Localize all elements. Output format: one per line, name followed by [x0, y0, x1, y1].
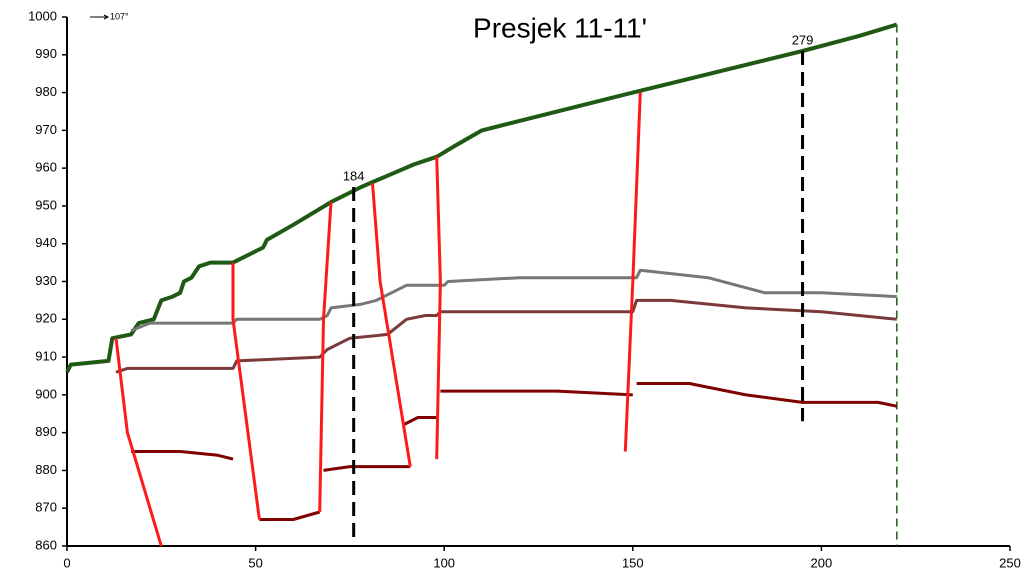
x-tick-label: 200	[811, 555, 833, 570]
y-tick-label: 990	[35, 46, 57, 61]
y-tick-label: 860	[35, 537, 57, 552]
y-tick-label: 910	[35, 349, 57, 364]
north-label: 107°	[110, 11, 129, 21]
profile-line	[323, 465, 411, 472]
y-tick-label: 1000	[28, 8, 57, 23]
y-tick-label: 970	[35, 122, 57, 137]
borehole-label: 279	[792, 32, 814, 47]
north-arrow-head	[103, 14, 110, 20]
y-tick-label: 930	[35, 273, 57, 288]
x-tick-label: 100	[433, 555, 455, 570]
profile-line	[115, 298, 897, 374]
profile-line	[114, 338, 163, 547]
x-tick-label: 150	[622, 555, 644, 570]
profile-line	[131, 450, 234, 461]
y-tick-label: 880	[35, 462, 57, 477]
profile-line	[440, 389, 633, 397]
profile-line	[231, 262, 261, 520]
profile-line	[259, 510, 321, 521]
profile-line	[65, 22, 898, 374]
profile-line	[130, 268, 897, 332]
profile-line	[402, 416, 437, 427]
y-tick-label: 870	[35, 500, 57, 515]
chart-title: Presjek 11-11'	[473, 12, 647, 43]
y-tick-label: 940	[35, 235, 57, 250]
profile-line	[636, 382, 898, 408]
x-tick-label: 0	[63, 555, 70, 570]
y-tick-label: 950	[35, 197, 57, 212]
profile-line	[371, 183, 412, 467]
y-tick-label: 890	[35, 424, 57, 439]
y-tick-label: 920	[35, 311, 57, 326]
x-tick-label: 50	[248, 555, 262, 570]
y-tick-label: 900	[35, 386, 57, 401]
profile-line	[623, 92, 642, 452]
y-tick-label: 980	[35, 84, 57, 99]
y-tick-label: 960	[35, 160, 57, 175]
x-tick-label: 250	[999, 555, 1021, 570]
profile-line	[435, 156, 442, 460]
borehole-label: 184	[343, 168, 365, 183]
profile-line	[318, 202, 333, 513]
